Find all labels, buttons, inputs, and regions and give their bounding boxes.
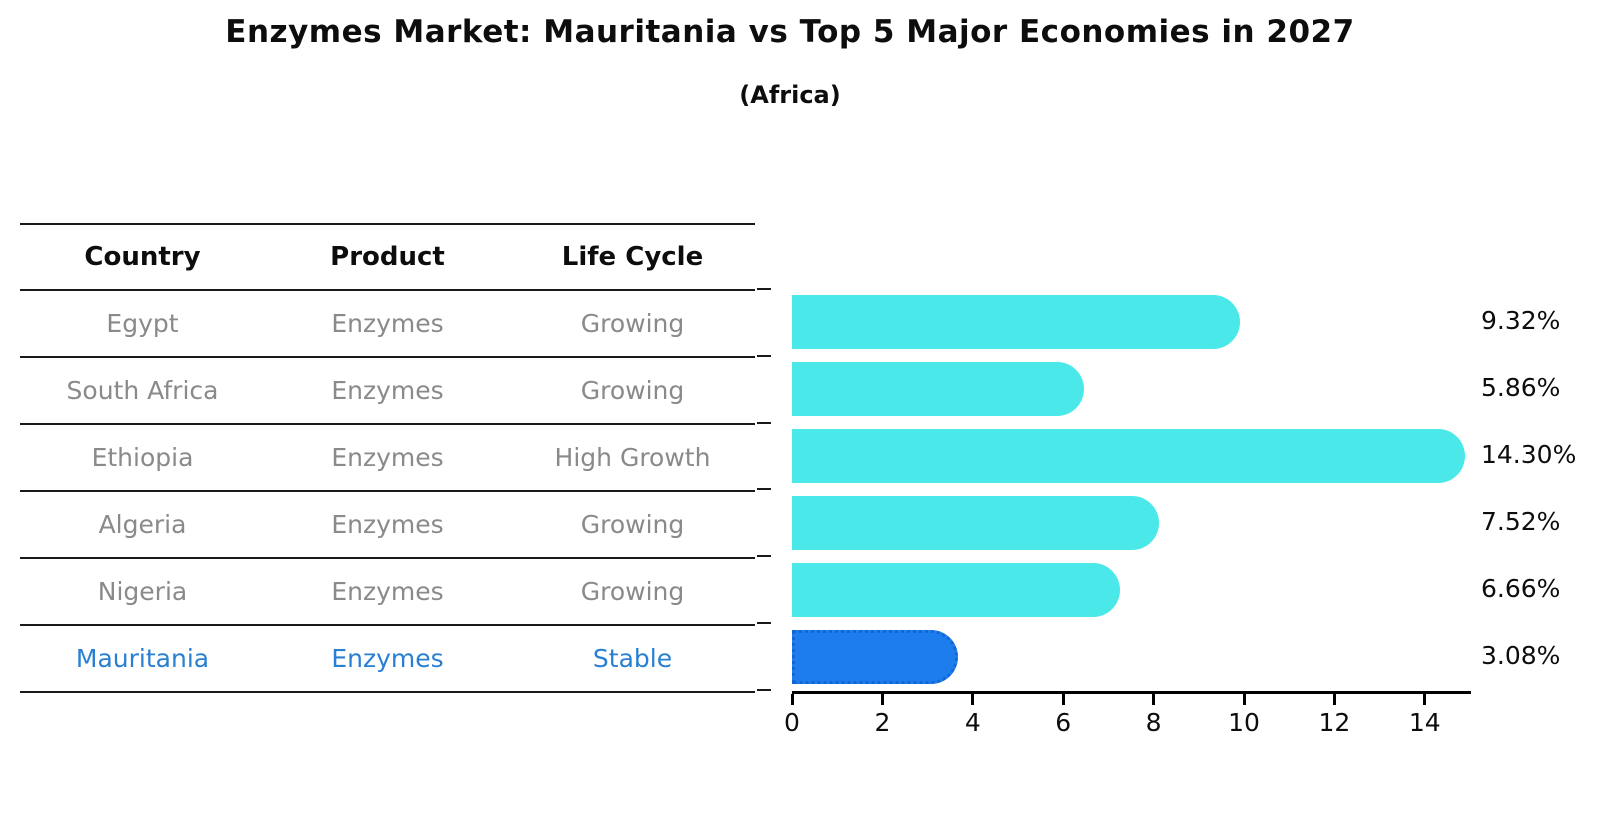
value-label: 9.32% xyxy=(1481,306,1561,336)
cell-product: Enzymes xyxy=(331,644,444,673)
cell-product: Enzymes xyxy=(331,577,444,606)
cell-country: Mauritania xyxy=(75,644,210,673)
x-axis-tick-label: 14 xyxy=(1408,708,1441,737)
x-axis-tick xyxy=(971,694,975,705)
cell-product: Enzymes xyxy=(331,376,444,405)
table-row-ethiopia: Ethiopia Enzymes High Growth xyxy=(20,423,755,490)
bar-algeria xyxy=(792,495,1159,550)
cell-lifecycle: Stable xyxy=(592,644,673,673)
x-axis-tick-label: 0 xyxy=(784,708,800,737)
table-row-algeria: Algeria Enzymes Growing xyxy=(20,490,755,557)
x-axis-tick-label: 4 xyxy=(964,708,981,737)
y-axis-tick xyxy=(757,354,771,357)
bar-nigeria xyxy=(792,562,1121,617)
value-label: 6.66% xyxy=(1481,573,1561,603)
x-axis-tick xyxy=(1242,694,1246,705)
x-axis-tick xyxy=(1332,694,1336,705)
cell-lifecycle: Growing xyxy=(580,309,685,338)
y-axis-tick xyxy=(757,288,771,290)
table-row-south-africa: South Africa Enzymes Growing xyxy=(20,356,755,423)
x-axis-tick xyxy=(1061,694,1065,705)
column-header-product: Product xyxy=(330,242,445,272)
bar-egypt xyxy=(792,295,1241,350)
y-axis-tick xyxy=(757,622,771,625)
value-label: 3.08% xyxy=(1481,640,1561,670)
x-axis-tick-label: 10 xyxy=(1228,708,1260,737)
cell-product: Enzymes xyxy=(331,510,444,539)
cell-country: Ethiopia xyxy=(91,443,194,472)
y-axis-tick xyxy=(757,555,771,558)
y-axis-tick xyxy=(757,488,771,491)
x-axis-tick-label: 12 xyxy=(1318,708,1351,737)
chart-title: Enzymes Market: Mauritania vs Top 5 Majo… xyxy=(225,14,1355,50)
x-axis-tick xyxy=(790,694,794,705)
x-axis-line xyxy=(792,691,1471,694)
x-axis-tick xyxy=(1152,694,1156,705)
cell-country: Nigeria xyxy=(97,577,188,606)
table-row-nigeria: Nigeria Enzymes Growing xyxy=(20,557,755,624)
cell-product: Enzymes xyxy=(331,309,444,338)
value-label: 14.30% xyxy=(1481,440,1577,470)
value-label: 7.52% xyxy=(1481,506,1561,536)
cell-lifecycle: Growing xyxy=(580,510,685,539)
table-header-row: Country Product Life Cycle xyxy=(20,223,755,289)
cell-lifecycle: High Growth xyxy=(554,443,711,472)
chart-subtitle: (Africa) xyxy=(739,81,841,109)
x-axis-tick-label: 8 xyxy=(1145,708,1162,737)
column-header-lifecycle: Life Cycle xyxy=(561,242,704,272)
bar-south-africa xyxy=(792,362,1084,417)
x-axis-tick-label: 2 xyxy=(874,708,891,737)
cell-country: South Africa xyxy=(66,376,219,405)
cell-country: Egypt xyxy=(106,309,179,338)
y-axis-tick xyxy=(757,421,771,424)
cell-lifecycle: Growing xyxy=(580,577,685,606)
cell-product: Enzymes xyxy=(331,443,444,472)
table-row-mauritania: Mauritania Enzymes Stable xyxy=(20,624,755,691)
x-axis-tick-label: 6 xyxy=(1055,708,1072,737)
column-header-country: Country xyxy=(84,242,201,272)
cell-lifecycle: Growing xyxy=(580,376,685,405)
x-axis-tick xyxy=(880,694,884,705)
table-row-egypt: Egypt Enzymes Growing xyxy=(20,289,755,356)
bar-mauritania xyxy=(792,629,959,684)
table-body: Egypt Enzymes Growing South Africa Enzymes Gr… xyxy=(20,289,755,691)
value-label: 5.86% xyxy=(1481,373,1561,403)
y-axis-tick xyxy=(757,688,771,691)
x-axis-tick xyxy=(1423,694,1427,705)
cell-country: Algeria xyxy=(98,510,187,539)
bar-ethiopia xyxy=(792,429,1466,484)
country-table: Country Product Life Cycle Egypt Enzymes G… xyxy=(20,223,755,693)
